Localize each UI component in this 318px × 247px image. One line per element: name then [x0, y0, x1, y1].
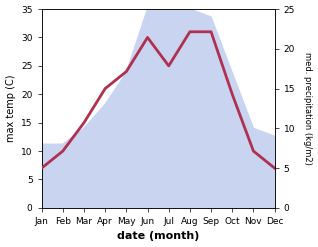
Y-axis label: max temp (C): max temp (C)	[5, 75, 16, 142]
X-axis label: date (month): date (month)	[117, 231, 199, 242]
Y-axis label: med. precipitation (kg/m2): med. precipitation (kg/m2)	[303, 52, 313, 165]
